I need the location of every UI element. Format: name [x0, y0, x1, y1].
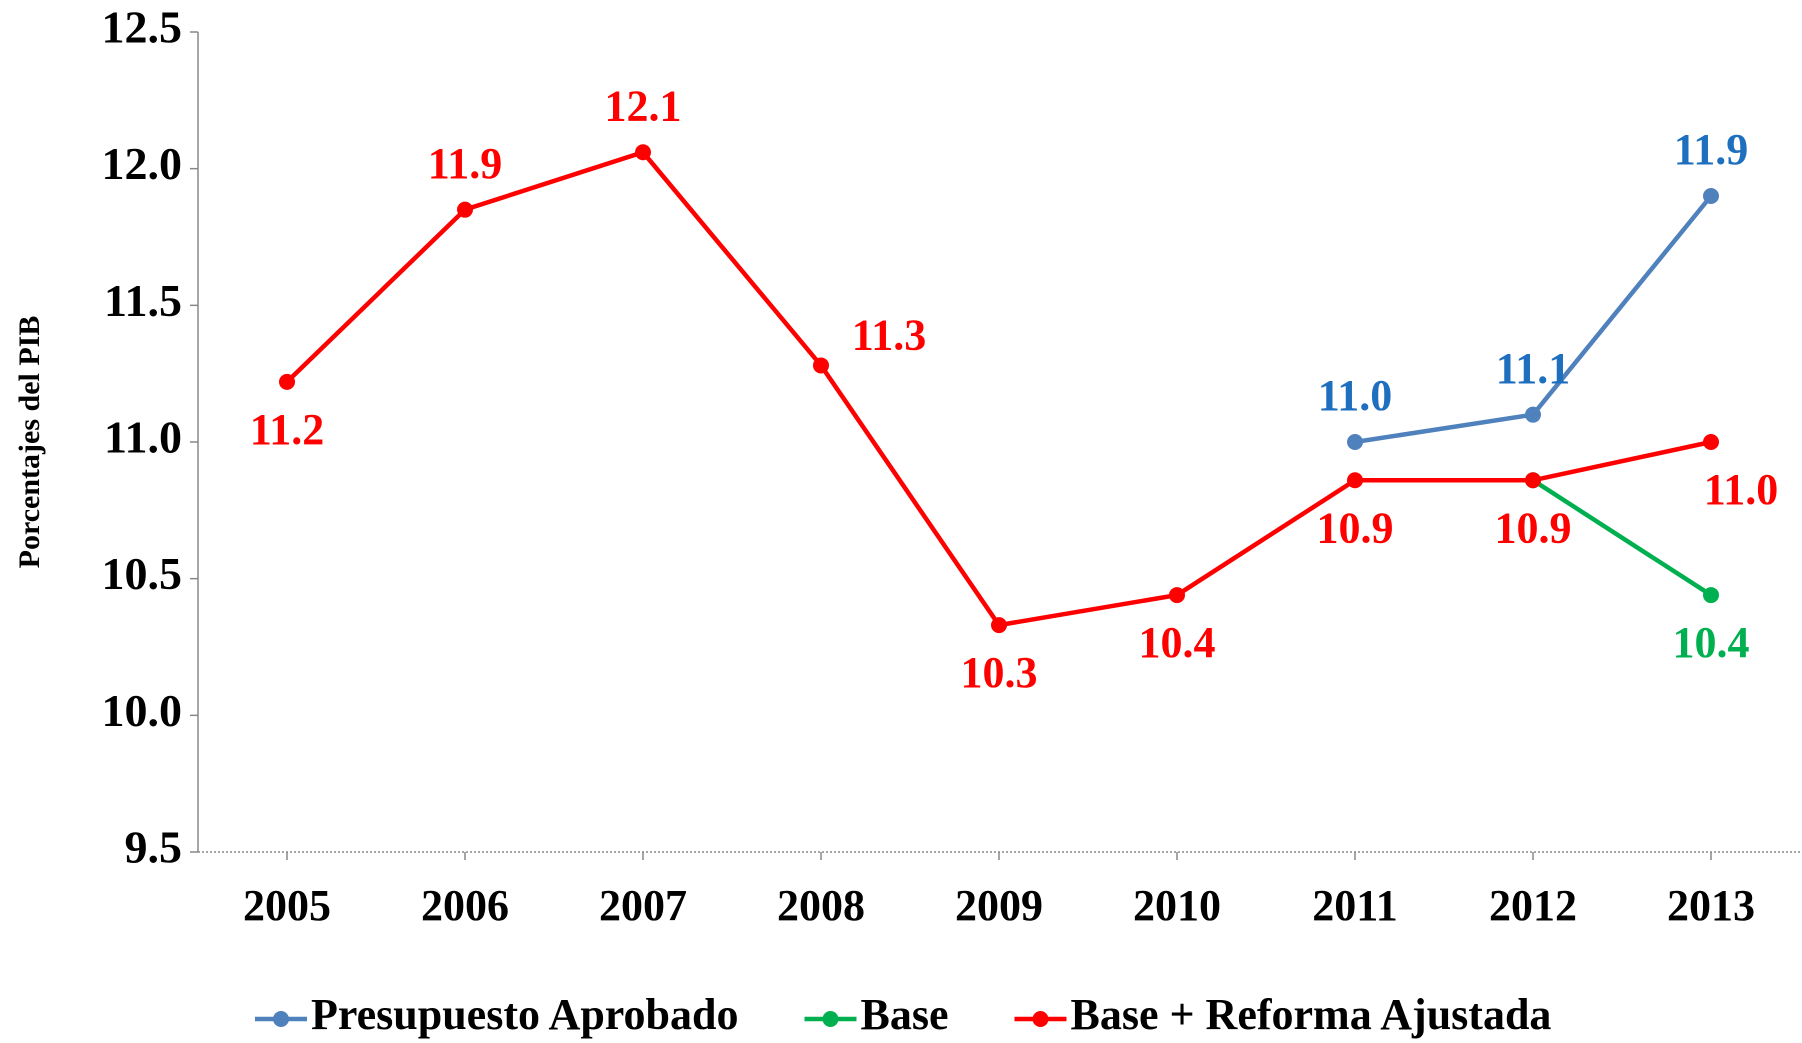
data-label: 11.0 — [1318, 371, 1393, 420]
data-point — [1703, 434, 1719, 450]
data-label: 10.4 — [1139, 618, 1216, 667]
data-label: 10.9 — [1495, 503, 1572, 552]
y-tick-label: 9.5 — [125, 822, 183, 873]
data-label: 11.9 — [428, 139, 503, 188]
data-label: 11.9 — [1674, 125, 1749, 174]
y-tick-label: 10.0 — [102, 685, 183, 736]
legend-marker — [273, 1011, 289, 1027]
y-tick-label: 11.0 — [104, 412, 182, 463]
x-tick-label: 2007 — [599, 881, 687, 930]
x-tick-label: 2006 — [421, 881, 509, 930]
legend-marker — [822, 1011, 839, 1027]
data-point — [1347, 472, 1363, 489]
data-label: 12.1 — [605, 81, 682, 130]
legend-label: Presupuesto Aprobado — [311, 990, 738, 1039]
data-label: 11.3 — [852, 311, 927, 360]
y-tick-label: 12.5 — [102, 2, 183, 53]
y-tick-label: 11.5 — [104, 275, 182, 326]
data-point — [1703, 587, 1719, 604]
data-point — [1169, 587, 1185, 604]
data-point — [1525, 472, 1541, 489]
legend-marker — [1032, 1011, 1049, 1027]
data-point — [991, 617, 1007, 634]
series-line — [1531, 478, 1713, 597]
data-point — [1525, 406, 1541, 423]
series-line — [1354, 194, 1713, 445]
data-label: 11.1 — [1496, 344, 1571, 393]
data-label: 10.3 — [961, 648, 1038, 697]
x-tick-label: 2005 — [243, 881, 331, 930]
data-label: 10.4 — [1673, 618, 1750, 667]
x-tick-label: 2012 — [1489, 881, 1577, 930]
y-axis-title: Porcentajes del PIB — [13, 316, 46, 569]
data-point — [457, 201, 473, 218]
data-label: 11.2 — [250, 405, 325, 454]
x-tick-label: 2008 — [777, 881, 865, 930]
x-tick-label: 2010 — [1133, 881, 1221, 930]
data-label: 11.0 — [1704, 465, 1779, 514]
data-point — [1347, 434, 1363, 450]
data-point — [279, 373, 295, 390]
legend-label: Base + Reforma Ajustada — [1070, 990, 1551, 1039]
legend-label: Base — [860, 990, 948, 1039]
x-tick-label: 2011 — [1312, 881, 1398, 930]
y-tick-label: 10.5 — [102, 548, 183, 599]
x-tick-label: 2013 — [1667, 881, 1755, 930]
data-point — [1703, 188, 1719, 204]
data-label: 10.9 — [1317, 503, 1394, 552]
data-point — [813, 357, 829, 374]
x-tick-label: 2009 — [955, 881, 1043, 930]
data-point — [635, 144, 651, 161]
y-tick-label: 12.0 — [102, 138, 183, 189]
